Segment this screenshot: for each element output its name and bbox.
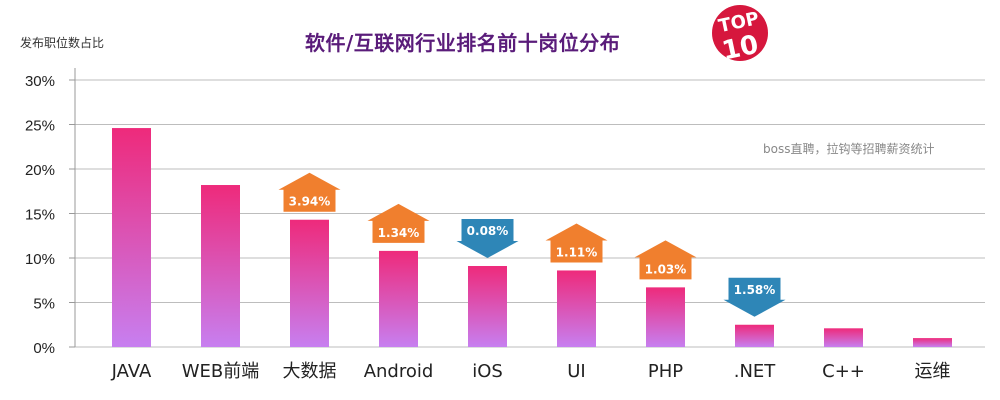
bars	[112, 128, 952, 347]
annotation-down: 1.58%	[723, 277, 786, 317]
source-note: boss直聘，拉钩等招聘薪资统计	[763, 142, 935, 156]
bar	[468, 266, 507, 347]
x-tick-label: .NET	[734, 361, 777, 382]
change-annotations: 3.94% 1.34% 0.08% 1.11% 1.03% 1.58%	[278, 172, 786, 317]
y-tick-label: 5%	[33, 296, 55, 313]
up-arrow	[278, 172, 341, 212]
x-tick-label: UI	[567, 361, 585, 382]
logo-circle	[712, 5, 768, 61]
annotation-label: 1.11%	[556, 245, 598, 259]
x-tick-label: Android	[364, 361, 434, 382]
annotation-label: 3.94%	[289, 195, 331, 209]
bar	[646, 287, 685, 347]
y-tick-label: 0%	[33, 340, 55, 357]
y-tick-label: 25%	[25, 118, 55, 135]
up-arrow	[545, 223, 608, 263]
x-tick-label: WEB前端	[182, 361, 260, 382]
top10-logo: TOP 10	[712, 5, 768, 67]
bar	[201, 185, 240, 347]
y-tick-label: 30%	[25, 73, 55, 90]
up-arrow	[367, 203, 430, 243]
up-arrow	[634, 240, 697, 280]
y-tick-label: 15%	[25, 207, 55, 224]
annotation-label: 1.34%	[378, 226, 420, 240]
bar	[290, 219, 329, 347]
x-tick-label: C++	[822, 361, 865, 382]
y-tick-label: 10%	[25, 251, 55, 268]
x-tick-label: iOS	[472, 361, 503, 382]
chart-title: 软件/互联网行业排名前十岗位分布	[305, 31, 621, 55]
down-arrow	[456, 219, 519, 259]
bar	[824, 328, 863, 347]
x-tick-label: JAVA	[111, 361, 152, 382]
annotation-up: 1.11%	[545, 223, 608, 263]
bar	[735, 324, 774, 347]
y-axis-unit-label: 发布职位数占比	[20, 36, 105, 50]
x-tick-label: 大数据	[283, 361, 337, 382]
y-tick-label: 20%	[25, 162, 55, 179]
annotation-up: 1.03%	[634, 240, 697, 280]
y-axis-ticks: 0% 5% 10% 15% 20% 25% 30%	[25, 73, 55, 357]
bar	[112, 128, 151, 347]
x-tick-label: PHP	[648, 361, 683, 382]
annotation-label: 0.08%	[467, 224, 509, 238]
annotation-up: 1.34%	[367, 203, 430, 243]
x-tick-label: 运维	[915, 361, 951, 382]
annotation-up: 3.94%	[278, 172, 341, 212]
down-arrow	[723, 277, 786, 317]
logo-text-bottom: 10	[720, 30, 762, 67]
bar	[557, 270, 596, 347]
annotation-label: 1.03%	[645, 262, 687, 276]
bar	[913, 338, 952, 347]
x-axis-ticks: JAVA WEB前端 大数据 Android iOS UI PHP .NET C++ 运维	[111, 361, 951, 382]
bar	[379, 250, 418, 347]
annotation-label: 1.58%	[734, 283, 776, 297]
annotation-down: 0.08%	[456, 219, 519, 259]
